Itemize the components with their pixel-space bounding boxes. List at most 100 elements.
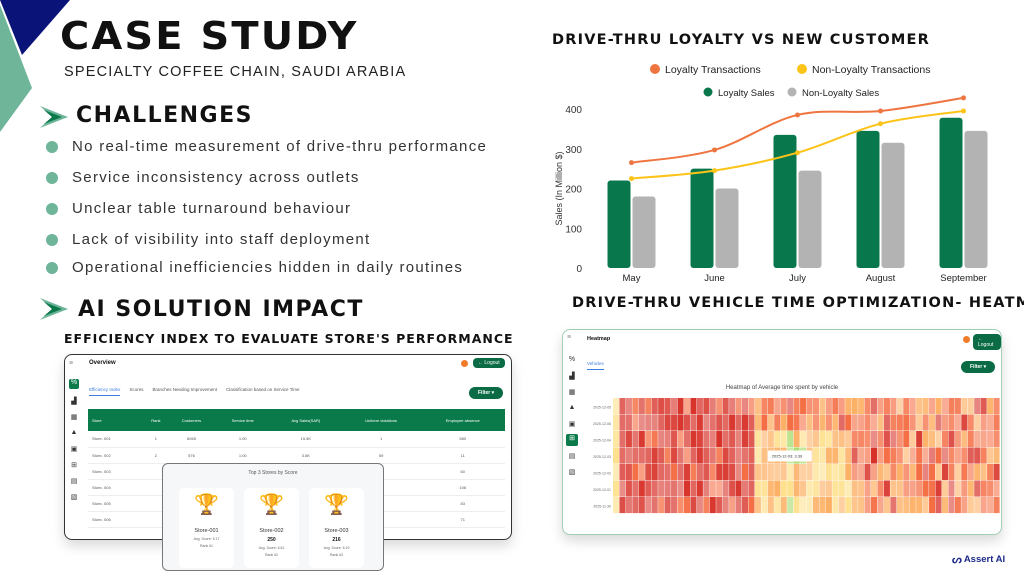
heatmap-cell[interactable] (613, 414, 620, 431)
heatmap-cell[interactable] (806, 431, 813, 448)
heatmap-cell[interactable] (632, 480, 639, 497)
heatmap-cell[interactable] (825, 414, 832, 431)
heatmap-cell[interactable] (735, 497, 742, 514)
heatmap-cell[interactable] (954, 480, 961, 497)
heatmap-cell[interactable] (761, 431, 768, 448)
heatmap-cell[interactable] (819, 497, 826, 514)
heatmap-cell[interactable] (851, 431, 858, 448)
heatmap-cell[interactable] (832, 447, 839, 464)
document-icon[interactable]: ▧ (70, 494, 78, 501)
heatmap-cell[interactable] (696, 497, 703, 514)
heatmap-cell[interactable] (638, 480, 645, 497)
heatmap-cell[interactable] (851, 464, 858, 481)
heatmap-cell[interactable] (941, 447, 948, 464)
heatmap-cell[interactable] (748, 480, 755, 497)
heatmap-cell[interactable] (954, 398, 961, 415)
heatmap-cell[interactable] (974, 464, 981, 481)
heatmap-cell[interactable] (613, 497, 620, 514)
heatmap-cell[interactable] (993, 480, 1000, 497)
heatmap-cell[interactable] (767, 431, 774, 448)
heatmap-cell[interactable] (980, 414, 987, 431)
heatmap-cell[interactable] (716, 414, 723, 431)
heatmap-cell[interactable] (883, 414, 890, 431)
table-row[interactable]: Store- 002 2 576 1:00 3.6K 59 11 (88, 447, 505, 464)
heatmap-cell[interactable] (632, 497, 639, 514)
efficiency-icon[interactable]: % (568, 356, 576, 363)
heatmap-cell[interactable] (858, 431, 865, 448)
heatmap-cell[interactable] (625, 464, 632, 481)
heatmap-cell[interactable] (761, 497, 768, 514)
heatmap-cell[interactable] (864, 464, 871, 481)
heatmap-cell[interactable] (703, 398, 710, 415)
heatmap-cell[interactable] (754, 398, 761, 415)
avatar[interactable] (963, 336, 970, 343)
heatmap-cell[interactable] (916, 398, 923, 415)
heatmap-cell[interactable] (838, 497, 845, 514)
logout-button[interactable]: ← Logout (473, 358, 505, 368)
heatmap-cell[interactable] (890, 431, 897, 448)
heatmap-cell[interactable] (774, 464, 781, 481)
heatmap-cell[interactable] (651, 398, 658, 415)
heatmap-cell[interactable] (903, 480, 910, 497)
heatmap-cell[interactable] (883, 497, 890, 514)
heatmap-cell[interactable] (954, 431, 961, 448)
heatmap-cell[interactable] (896, 398, 903, 415)
column-header[interactable]: Service time (215, 409, 271, 431)
heatmap-cell[interactable] (742, 431, 749, 448)
heatmap-cell[interactable] (961, 447, 968, 464)
heatmap-cell[interactable] (748, 464, 755, 481)
heatmap-cell[interactable] (780, 398, 787, 415)
heatmap-cell[interactable] (793, 497, 800, 514)
heatmap-cell[interactable] (806, 464, 813, 481)
heatmap-cell[interactable] (909, 414, 916, 431)
heatmap-cell[interactable] (619, 414, 626, 431)
heatmap-cell[interactable] (754, 497, 761, 514)
heatmap-cell[interactable] (903, 398, 910, 415)
heatmap-cell[interactable] (651, 447, 658, 464)
heatmap-cell[interactable] (722, 431, 729, 448)
heatmap-cell[interactable] (722, 447, 729, 464)
heatmap-cell[interactable] (677, 431, 684, 448)
briefcase-icon[interactable]: ▣ (568, 421, 576, 428)
heatmap-cell[interactable] (735, 480, 742, 497)
heatmap-cell[interactable] (929, 447, 936, 464)
heatmap-cell[interactable] (909, 447, 916, 464)
heatmap-cell[interactable] (664, 414, 671, 431)
heatmap-cell[interactable] (819, 480, 826, 497)
heatmap-cell[interactable] (871, 431, 878, 448)
heatmap-cell[interactable] (858, 464, 865, 481)
heatmap-cell[interactable] (774, 480, 781, 497)
column-header[interactable]: Customers (167, 409, 216, 431)
heatmap-cell[interactable] (812, 431, 819, 448)
heatmap-cell[interactable] (632, 447, 639, 464)
heatmap-cell[interactable] (696, 398, 703, 415)
bell-icon[interactable]: ▲ (568, 404, 576, 411)
heatmap-cell[interactable] (851, 480, 858, 497)
heatmap-cell[interactable] (793, 414, 800, 431)
heatmap-cell[interactable] (748, 414, 755, 431)
heatmap-cell[interactable] (651, 480, 658, 497)
heatmap-cell[interactable] (722, 398, 729, 415)
heatmap-cell[interactable] (683, 464, 690, 481)
heatmap-cell[interactable] (993, 398, 1000, 415)
heatmap-cell[interactable] (754, 464, 761, 481)
heatmap-cell[interactable] (974, 447, 981, 464)
heatmap-cell[interactable] (935, 431, 942, 448)
heatmap-cell[interactable] (993, 497, 1000, 514)
heatmap-cell[interactable] (709, 398, 716, 415)
heatmap-cell[interactable] (858, 398, 865, 415)
column-header[interactable]: Employee absence (420, 409, 505, 431)
heatmap-cell[interactable] (632, 431, 639, 448)
heatmap-cell[interactable] (954, 414, 961, 431)
heatmap-cell[interactable] (890, 497, 897, 514)
heatmap-cell[interactable] (916, 447, 923, 464)
dashboard-icon[interactable]: ▦ (70, 414, 78, 421)
heatmap-cell[interactable] (729, 414, 736, 431)
heatmap-cell[interactable] (729, 398, 736, 415)
heatmap-cell[interactable] (767, 480, 774, 497)
heatmap-cell[interactable] (832, 431, 839, 448)
heatmap-cell[interactable] (812, 480, 819, 497)
heatmap-cell[interactable] (948, 447, 955, 464)
heatmap-cell[interactable] (929, 398, 936, 415)
heatmap-cell[interactable] (987, 447, 994, 464)
